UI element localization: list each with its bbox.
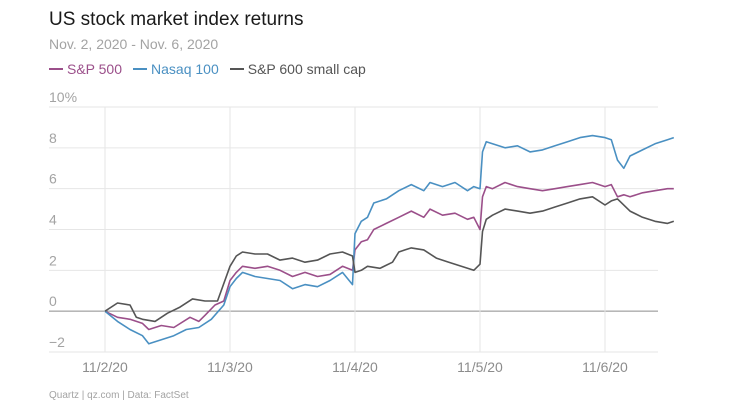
x-tick-label: 11/3/20 [207, 359, 253, 375]
y-tick-label: 2 [49, 252, 57, 268]
sp600-line [104, 196, 675, 323]
legend: S&P 500 Nasaq 100 S&P 600 small cap [49, 61, 377, 77]
y-tick-label: 10% [49, 89, 77, 105]
legend-swatch-sp500 [49, 68, 63, 70]
y-tick-label: 6 [49, 171, 57, 187]
source-note: Quartz | qz.com | Data: FactSet [49, 390, 189, 401]
x-tick-label: 11/2/20 [82, 359, 128, 375]
y-tick-label: −2 [49, 334, 65, 350]
y-tick-label: 4 [49, 212, 57, 228]
legend-label-nasdaq100: Nasaq 100 [151, 61, 219, 77]
legend-swatch-sp600 [229, 68, 244, 70]
y-tick-label: 0 [49, 293, 57, 309]
chart-subtitle: Nov. 2, 2020 - Nov. 6, 2020 [49, 36, 219, 52]
chart-title: US stock market index returns [49, 9, 304, 30]
x-tick-label: 11/4/20 [332, 359, 378, 375]
sp500-line [104, 181, 674, 331]
legend-item-sp600: S&P 600 small cap [229, 61, 366, 77]
legend-item-sp500: S&P 500 [49, 61, 122, 77]
legend-item-nasdaq100: Nasaq 100 [133, 61, 219, 77]
legend-label-sp500: S&P 500 [67, 61, 123, 77]
y-tick-label: 8 [49, 130, 57, 146]
nasdaq100-line [104, 134, 675, 345]
x-tick-label: 11/6/20 [582, 359, 628, 375]
legend-swatch-nasdaq100 [133, 68, 148, 70]
x-tick-label: 11/5/20 [457, 359, 503, 375]
legend-label-sp600: S&P 600 small cap [247, 61, 366, 77]
